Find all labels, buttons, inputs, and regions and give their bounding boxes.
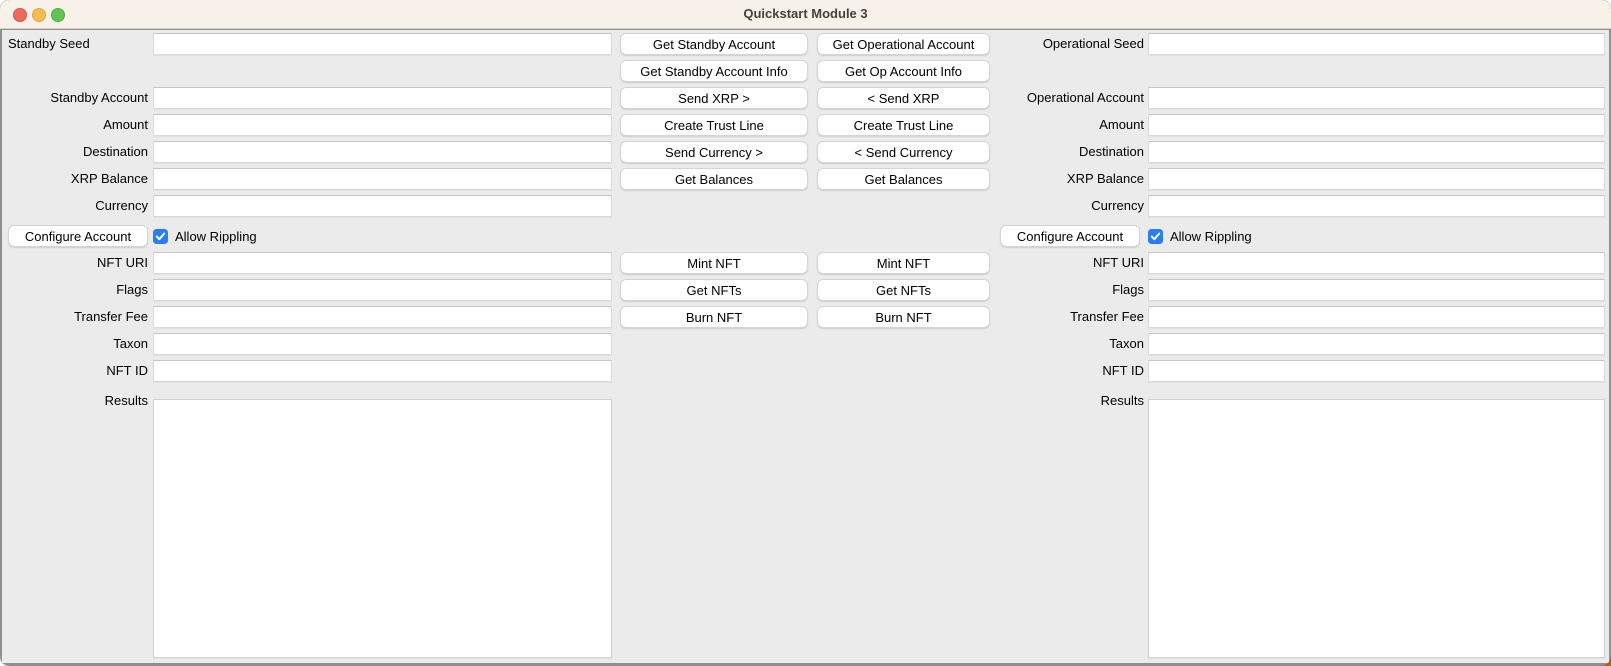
operational-results-textarea[interactable]	[1148, 399, 1605, 658]
standby-mint-nft-button[interactable]: Mint NFT	[620, 252, 808, 274]
operational-flags-input[interactable]	[1148, 279, 1605, 301]
operational-taxon-label: Taxon	[1109, 336, 1144, 351]
operational-results-label: Results	[1100, 393, 1144, 408]
operational-allow-rippling-label: Allow Rippling	[1170, 228, 1252, 244]
standby-flags-label: Flags	[116, 282, 148, 297]
standby-nft-uri-input[interactable]	[153, 252, 612, 274]
form-content: Standby Seed Standby Account Amount Dest…	[2, 30, 1609, 663]
operational-get-balances-button[interactable]: Get Balances	[817, 168, 990, 190]
operational-mint-nft-button[interactable]: Mint NFT	[817, 252, 990, 274]
operational-transfer-fee-input[interactable]	[1148, 306, 1605, 328]
titlebar[interactable]: Quickstart Module 3	[0, 0, 1611, 29]
get-standby-account-button[interactable]: Get Standby Account	[620, 33, 808, 55]
standby-destination-label: Destination	[82, 144, 148, 159]
operational-xrp-balance-label: XRP Balance	[1066, 171, 1144, 186]
send-currency-right-button[interactable]: Send Currency >	[620, 141, 808, 163]
checkmark-icon	[1150, 232, 1161, 240]
standby-xrp-balance-label: XRP Balance	[70, 171, 148, 186]
checkmark-icon	[155, 232, 166, 240]
standby-destination-input[interactable]	[153, 141, 612, 163]
operational-burn-nft-button[interactable]: Burn NFT	[817, 306, 990, 328]
send-currency-left-button[interactable]: < Send Currency	[817, 141, 990, 163]
operational-account-input[interactable]	[1148, 87, 1605, 109]
standby-amount-input[interactable]	[153, 114, 612, 136]
standby-currency-label: Currency	[95, 198, 148, 213]
operational-taxon-input[interactable]	[1148, 333, 1605, 355]
standby-seed-input[interactable]	[153, 33, 612, 55]
operational-currency-label: Currency	[1091, 198, 1144, 213]
standby-get-balances-button[interactable]: Get Balances	[620, 168, 808, 190]
operational-allow-rippling-checkbox[interactable]	[1148, 228, 1163, 244]
standby-burn-nft-button[interactable]: Burn NFT	[620, 306, 808, 328]
send-xrp-right-button[interactable]: Send XRP >	[620, 87, 808, 109]
standby-taxon-input[interactable]	[153, 333, 612, 355]
standby-allow-rippling-row: Allow Rippling	[153, 225, 257, 247]
close-button-icon[interactable]	[13, 8, 27, 22]
get-op-account-info-button[interactable]: Get Op Account Info	[817, 60, 990, 82]
standby-allow-rippling-label: Allow Rippling	[175, 228, 257, 244]
standby-nft-id-input[interactable]	[153, 360, 612, 382]
standby-seed-label: Standby Seed	[8, 36, 90, 51]
standby-taxon-label: Taxon	[113, 336, 148, 351]
standby-account-label: Standby Account	[50, 90, 148, 105]
operational-destination-label: Destination	[1078, 144, 1144, 159]
operational-account-label: Operational Account	[1026, 90, 1144, 105]
operational-allow-rippling-row: Allow Rippling	[1148, 225, 1252, 247]
standby-results-label: Results	[104, 393, 148, 408]
operational-destination-input[interactable]	[1148, 141, 1605, 163]
standby-currency-input[interactable]	[153, 195, 612, 217]
standby-flags-input[interactable]	[153, 279, 612, 301]
standby-get-nfts-button[interactable]: Get NFTs	[620, 279, 808, 301]
operational-nft-id-input[interactable]	[1148, 360, 1605, 382]
operational-nft-uri-label: NFT URI	[1092, 255, 1144, 270]
operational-nft-uri-input[interactable]	[1148, 252, 1605, 274]
minimize-button-icon[interactable]	[32, 8, 46, 22]
operational-configure-account-button[interactable]: Configure Account	[1000, 225, 1140, 247]
operational-flags-label: Flags	[1112, 282, 1144, 297]
standby-amount-label: Amount	[103, 117, 148, 132]
operational-seed-input[interactable]	[1148, 33, 1605, 55]
standby-xrp-balance-input[interactable]	[153, 168, 612, 190]
standby-nft-id-label: NFT ID	[106, 363, 148, 378]
standby-account-input[interactable]	[153, 87, 612, 109]
operational-transfer-fee-label: Transfer Fee	[1070, 309, 1144, 324]
standby-allow-rippling-checkbox[interactable]	[153, 228, 168, 244]
standby-create-trust-line-button[interactable]: Create Trust Line	[620, 114, 808, 136]
operational-seed-label: Operational Seed	[1042, 36, 1144, 51]
operational-xrp-balance-input[interactable]	[1148, 168, 1605, 190]
operational-get-nfts-button[interactable]: Get NFTs	[817, 279, 990, 301]
send-xrp-left-button[interactable]: < Send XRP	[817, 87, 990, 109]
standby-transfer-fee-input[interactable]	[153, 306, 612, 328]
operational-nft-id-label: NFT ID	[1102, 363, 1144, 378]
zoom-button-icon[interactable]	[51, 8, 65, 22]
operational-currency-input[interactable]	[1148, 195, 1605, 217]
standby-nft-uri-label: NFT URI	[96, 255, 148, 270]
get-operational-account-button[interactable]: Get Operational Account	[817, 33, 990, 55]
standby-results-textarea[interactable]	[153, 399, 612, 658]
window-title: Quickstart Module 3	[743, 6, 868, 21]
operational-amount-input[interactable]	[1148, 114, 1605, 136]
get-standby-account-info-button[interactable]: Get Standby Account Info	[620, 60, 808, 82]
operational-amount-label: Amount	[1099, 117, 1144, 132]
standby-transfer-fee-label: Transfer Fee	[74, 309, 148, 324]
operational-create-trust-line-button[interactable]: Create Trust Line	[817, 114, 990, 136]
standby-configure-account-button[interactable]: Configure Account	[8, 225, 148, 247]
